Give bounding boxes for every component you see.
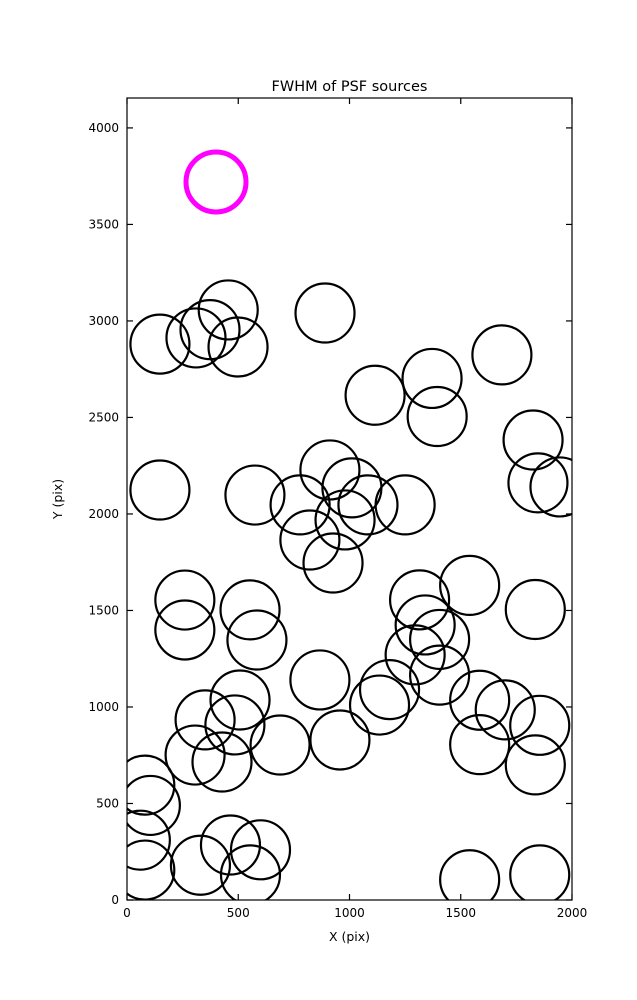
psf-source-marker	[449, 714, 511, 776]
x-tick-label: 2000	[557, 906, 588, 920]
psf-source-marker	[165, 307, 227, 369]
psf-source-marker	[302, 532, 364, 594]
psf-source-marker	[226, 609, 288, 671]
psf-source-marker	[127, 809, 171, 871]
psf-source-marker	[154, 599, 216, 661]
psf-source-marker	[127, 754, 176, 816]
x-tick-label: 500	[227, 906, 250, 920]
psf-source-marker	[507, 452, 569, 514]
psf-source-marker	[289, 649, 351, 711]
psf-source-marker	[294, 282, 356, 344]
y-tick-label: 1000	[88, 700, 119, 714]
psf-source-marker	[394, 594, 456, 656]
psf-source-marker	[509, 844, 571, 900]
psf-source-marker	[209, 669, 271, 731]
psf-source-marker	[406, 385, 468, 448]
psf-source-marker	[127, 774, 181, 837]
plot-layer: 0 500 1000 1500 2000 0 500 1000 1500 2000 2500 3000…	[88, 97, 588, 920]
x-tick-label: 0	[123, 906, 131, 920]
psf-source-marker	[197, 279, 259, 341]
psf-source-marker	[388, 569, 451, 631]
chart-title: FWHM of PSF sources	[272, 79, 428, 95]
y-tick-label: 3000	[88, 314, 119, 328]
psf-source-marker	[199, 814, 262, 876]
psf-source-marker	[224, 464, 286, 526]
psf-source-marker	[504, 734, 566, 796]
x-axis-label: X (pix)	[329, 929, 370, 944]
y-tick-label: 2500	[88, 410, 119, 424]
psf-source-marker	[229, 819, 292, 881]
y-tick-label: 2000	[88, 507, 119, 521]
psf-source-marker	[409, 644, 471, 706]
psf-source-marker	[279, 509, 341, 571]
highlighted-psf-source-marker	[183, 149, 249, 215]
psf-source-marker	[219, 579, 281, 641]
psf-source-marker	[374, 474, 436, 536]
y-tick-label: 0	[111, 893, 119, 907]
psf-source-marker	[249, 714, 311, 776]
y-tick-label: 4000	[88, 121, 119, 135]
psf-source-marker	[344, 364, 406, 426]
psf-source-marker	[401, 347, 463, 410]
y-axis-label: Y (pix)	[50, 479, 65, 520]
markers-group	[127, 149, 572, 900]
psf-source-marker	[204, 694, 266, 756]
psf-source-marker	[348, 674, 411, 736]
y-tick-label: 500	[96, 796, 119, 810]
psf-source-marker	[174, 689, 236, 751]
psf-source-marker	[207, 316, 269, 378]
psf-source-marker	[337, 474, 399, 536]
x-tick-label: 1500	[445, 906, 476, 920]
psf-source-marker	[219, 844, 282, 900]
psf-source-marker	[314, 489, 376, 551]
y-tick-label: 3500	[88, 217, 119, 231]
psf-source-marker	[299, 439, 361, 501]
psf-source-marker	[164, 724, 226, 786]
psf-source-marker	[409, 608, 471, 671]
psf-source-marker	[169, 834, 232, 896]
psf-source-marker	[502, 409, 564, 471]
psf-source-marker	[191, 731, 253, 793]
psf-source-marker	[129, 459, 191, 521]
plot-background	[127, 98, 572, 900]
psf-source-marker	[474, 679, 536, 741]
psf-source-marker	[529, 456, 572, 518]
psf-source-marker	[358, 659, 421, 721]
psf-source-marker	[309, 709, 371, 771]
psf-source-marker	[504, 578, 566, 641]
x-tick-label: 1000	[334, 906, 365, 920]
psf-source-marker	[439, 554, 501, 616]
psf-source-marker	[154, 569, 216, 631]
psf-source-marker	[509, 694, 571, 756]
y-tick-label: 1500	[88, 603, 119, 617]
psf-source-marker	[129, 313, 191, 375]
psf-source-marker	[449, 669, 511, 731]
psf-source-marker	[384, 624, 446, 686]
psf-source-marker	[439, 849, 501, 900]
psf-source-marker	[471, 324, 533, 386]
